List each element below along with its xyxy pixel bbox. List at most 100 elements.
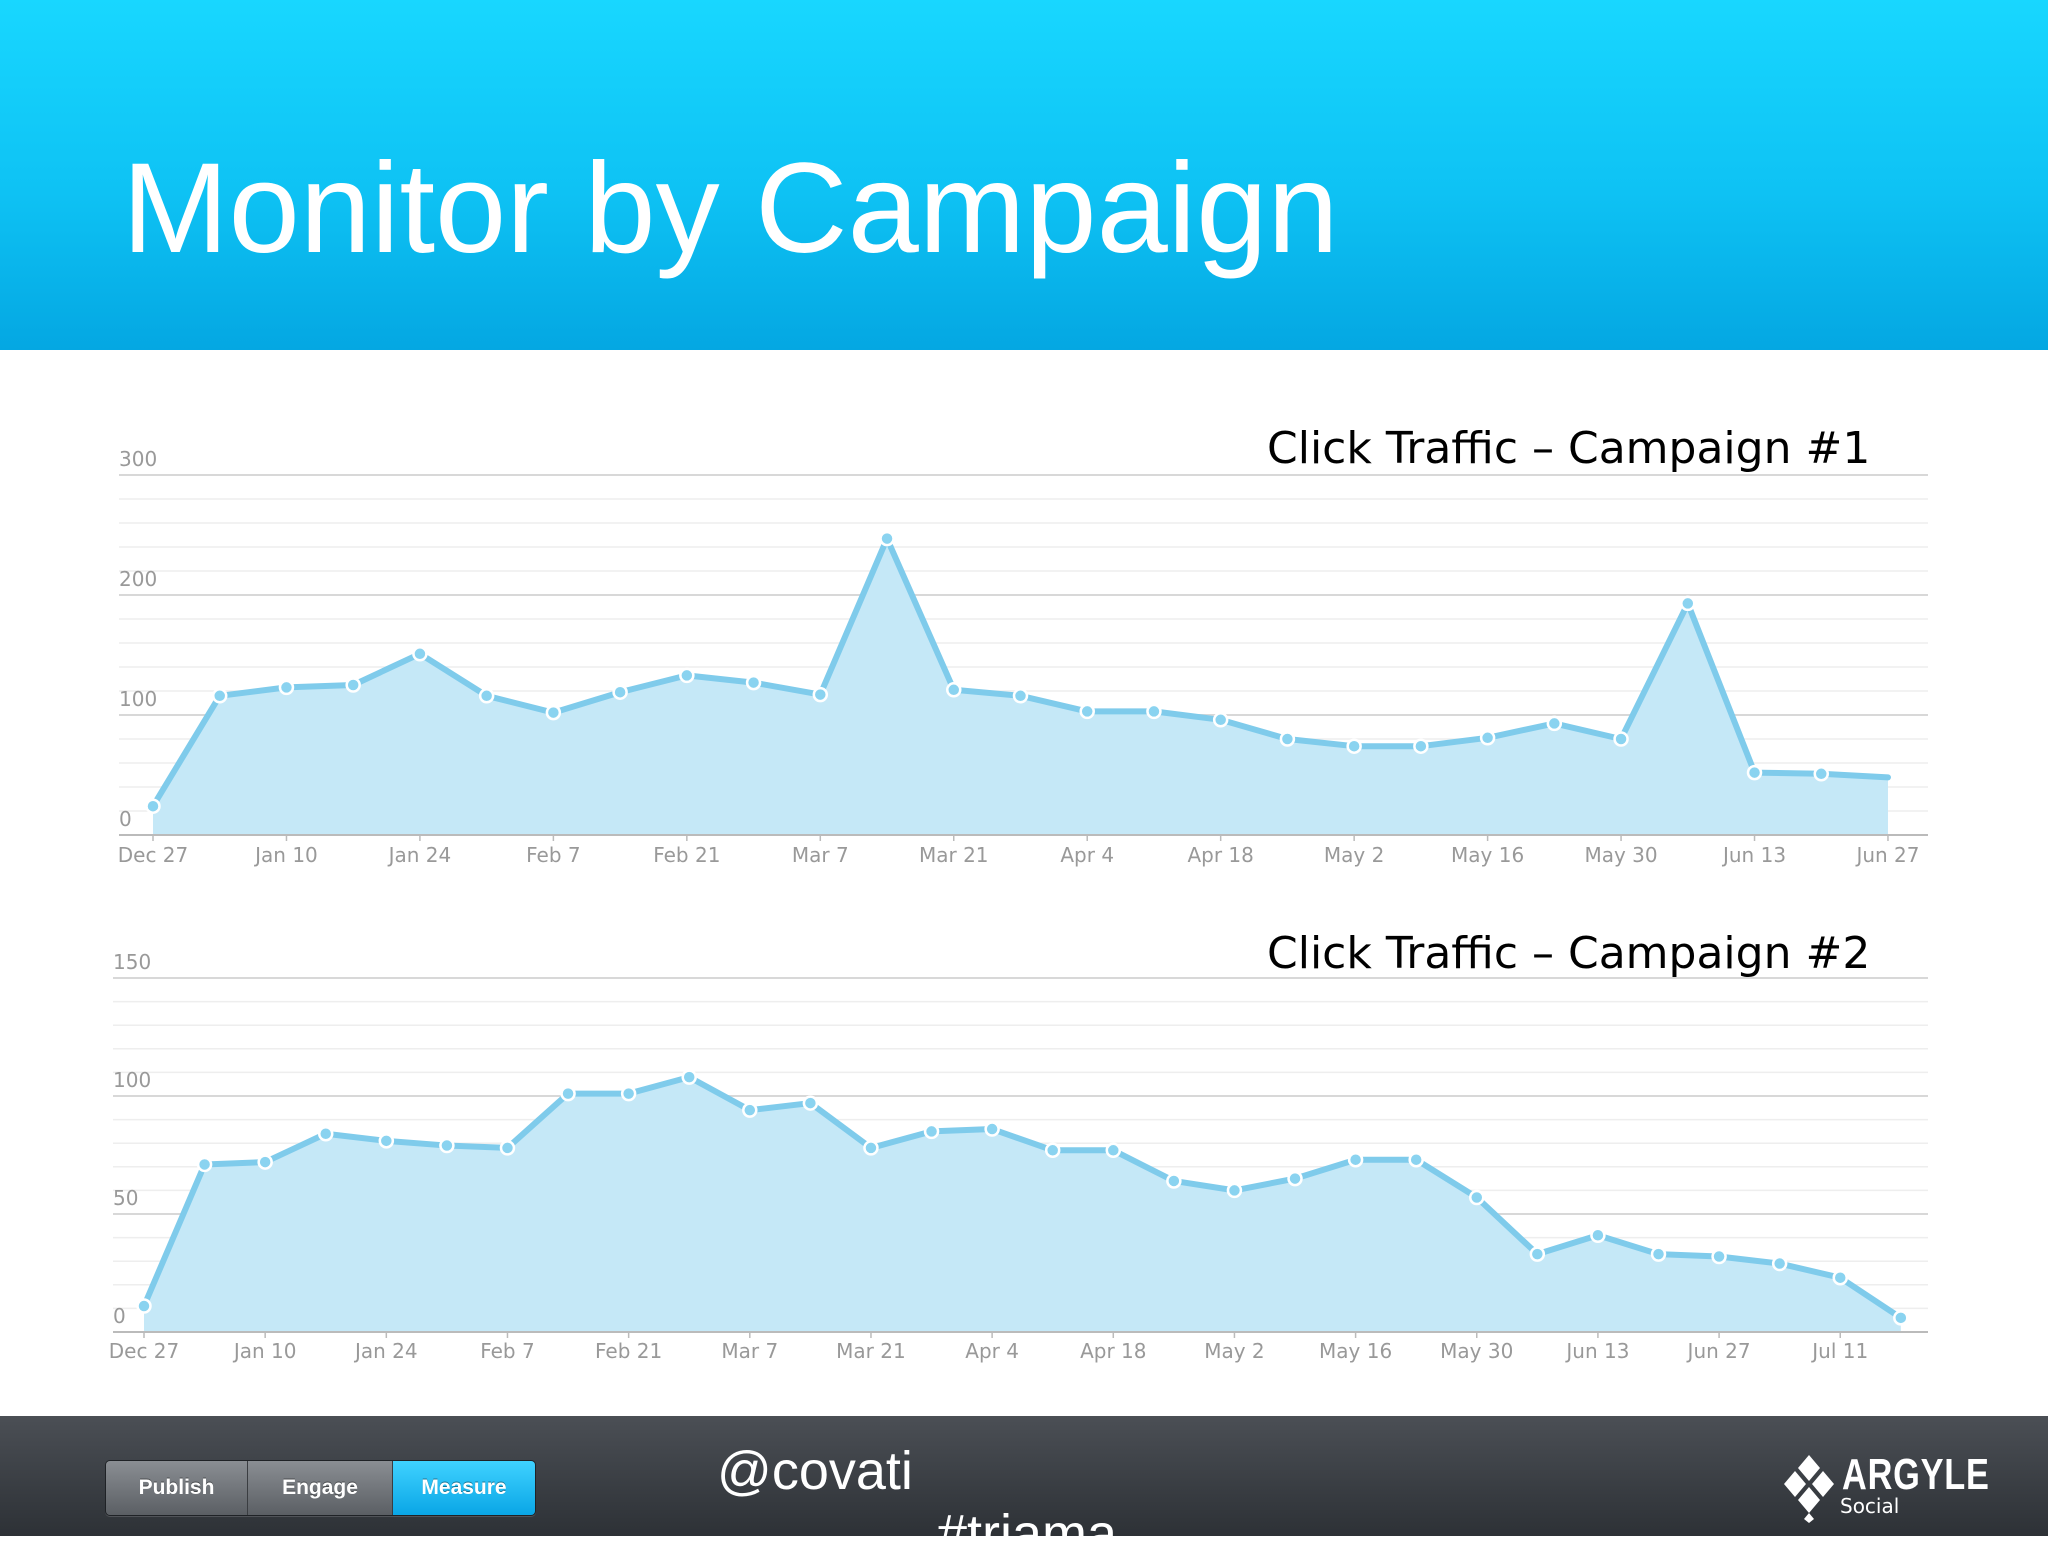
data-point[interactable] (620, 1085, 637, 1102)
argyle-diamond-icon (1784, 1455, 1834, 1523)
data-point[interactable] (923, 1123, 940, 1140)
data-point[interactable] (278, 679, 295, 696)
engage-button[interactable]: Engage (248, 1461, 393, 1515)
x-tick-label: Jun 13 (1721, 843, 1786, 867)
data-point[interactable] (499, 1140, 516, 1156)
series-area (153, 538, 1888, 835)
x-tick-label: May 30 (1440, 1339, 1513, 1363)
x-tick-label: Mar 7 (792, 843, 849, 867)
y-tick-label: 100 (119, 687, 157, 711)
y-tick-label: 150 (113, 950, 151, 974)
x-tick-label: Feb 7 (480, 1339, 535, 1363)
logo-wordmark: ARGYLE (1842, 1450, 1990, 1499)
data-point[interactable] (946, 682, 962, 698)
slide-header: Monitor by Campaign (0, 0, 2048, 350)
data-point[interactable] (879, 530, 895, 547)
data-point[interactable] (1469, 1189, 1485, 1206)
data-point[interactable] (863, 1140, 879, 1156)
data-point[interactable] (257, 1154, 273, 1170)
y-tick-label: 300 (119, 447, 157, 471)
x-tick-label: Jan 24 (387, 843, 452, 867)
x-tick-label: Feb 7 (526, 843, 581, 867)
x-tick-label: Apr 18 (1080, 1339, 1146, 1363)
data-point[interactable] (1771, 1255, 1788, 1272)
x-tick-label: May 16 (1451, 843, 1524, 867)
data-point[interactable] (1044, 1142, 1061, 1159)
x-tick-label: Feb 21 (595, 1339, 662, 1363)
data-point[interactable] (1226, 1182, 1243, 1199)
charts-canvas: 0 100 200 300 Dec 27 Jan 10 Jan 24 Feb 7 Feb 21 M… (109, 447, 1928, 1363)
data-point[interactable] (136, 1298, 152, 1314)
y-tick-label: 200 (119, 567, 157, 591)
data-point[interactable] (1590, 1227, 1606, 1243)
data-point[interactable] (1347, 1151, 1364, 1168)
hashtag: #triama (937, 1504, 1118, 1564)
data-point[interactable] (612, 684, 628, 700)
data-point[interactable] (681, 1069, 697, 1085)
data-point[interactable] (812, 686, 829, 703)
data-point[interactable] (1287, 1170, 1303, 1187)
data-point[interactable] (802, 1095, 819, 1111)
x-tick-label: Dec 27 (118, 843, 189, 867)
data-point[interactable] (560, 1085, 576, 1102)
data-point[interactable] (439, 1137, 455, 1154)
data-point[interactable] (1893, 1310, 1909, 1326)
measure-button[interactable]: Measure (393, 1461, 535, 1515)
x-tick-label: Apr 18 (1187, 843, 1253, 867)
slide-title: Monitor by Campaign (122, 137, 1339, 280)
footer-divider (693, 1413, 1246, 1416)
logo-subtitle: Social (1840, 1494, 1900, 1518)
x-tick-label: Mar 7 (721, 1339, 778, 1363)
data-point[interactable] (1413, 738, 1429, 754)
data-point[interactable] (984, 1121, 1000, 1137)
data-point[interactable] (1813, 766, 1829, 782)
data-point[interactable] (1613, 731, 1629, 747)
x-tick-label: Mar 21 (919, 843, 989, 867)
x-tick-label: Apr 4 (965, 1339, 1019, 1363)
x-tick-label: May 30 (1584, 843, 1657, 867)
data-point[interactable] (412, 646, 428, 662)
data-point[interactable] (1146, 703, 1162, 720)
data-point[interactable] (1212, 712, 1229, 728)
data-point[interactable] (745, 674, 762, 691)
chart-2-title: Click Traffic – Campaign #2 (1267, 928, 1871, 979)
data-point[interactable] (1079, 703, 1095, 720)
data-point[interactable] (145, 798, 161, 814)
argyle-logo: ARGYLE Social (1784, 1453, 1989, 1523)
data-point[interactable] (1650, 1246, 1667, 1262)
x-tick-label: Jan 10 (232, 1339, 297, 1363)
x-tick-label: Jun 13 (1564, 1339, 1629, 1363)
data-point[interactable] (1012, 688, 1029, 704)
data-point[interactable] (1711, 1248, 1727, 1265)
x-tick-label: May 2 (1204, 1339, 1264, 1363)
data-point[interactable] (1279, 731, 1296, 747)
x-tick-label: Jun 27 (1854, 843, 1919, 867)
data-point[interactable] (196, 1156, 213, 1173)
data-point[interactable] (317, 1126, 334, 1142)
x-tick-label: Jun 27 (1686, 1339, 1751, 1363)
twitter-handle: @covati (717, 1441, 913, 1501)
x-tick-label: Mar 21 (836, 1339, 906, 1363)
data-point[interactable] (1346, 738, 1362, 754)
chart-campaign-1: 0 100 200 300 Dec 27 Jan 10 Jan 24 Feb 7 Feb 21 M… (118, 447, 1928, 867)
data-point[interactable] (345, 677, 361, 693)
data-point[interactable] (545, 704, 562, 721)
publish-button[interactable]: Publish (106, 1461, 248, 1515)
y-tick-label: 50 (113, 1186, 138, 1210)
data-point[interactable] (1105, 1142, 1122, 1159)
x-tick-label: Jan 24 (353, 1339, 418, 1363)
x-tick-label: Apr 4 (1060, 843, 1114, 867)
data-point[interactable] (478, 688, 495, 704)
data-point[interactable] (1546, 715, 1563, 732)
data-point[interactable] (1408, 1151, 1424, 1168)
data-point[interactable] (1166, 1173, 1182, 1189)
data-point[interactable] (742, 1102, 758, 1118)
data-point[interactable] (378, 1133, 395, 1149)
data-point[interactable] (1746, 764, 1763, 781)
data-point[interactable] (679, 667, 695, 684)
data-point[interactable] (1832, 1269, 1848, 1286)
data-point[interactable] (211, 688, 228, 704)
data-point[interactable] (1680, 595, 1696, 612)
data-point[interactable] (1529, 1246, 1546, 1262)
data-point[interactable] (1479, 730, 1496, 746)
